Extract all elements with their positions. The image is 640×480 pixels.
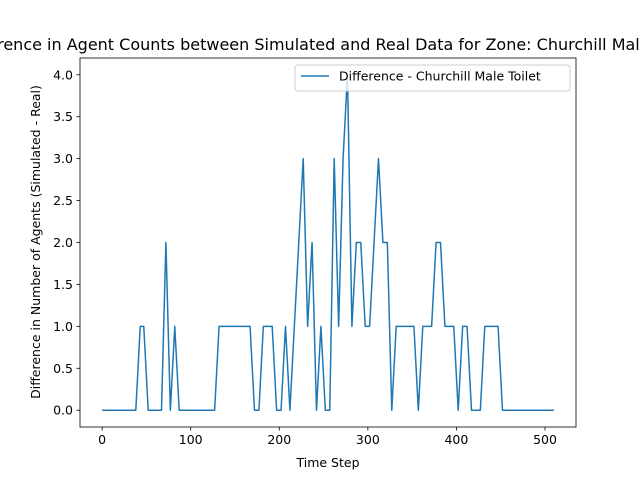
y-tick-label: 0.5 [53,361,73,376]
x-tick-label: 500 [533,432,557,447]
x-tick-label: 200 [267,432,291,447]
y-tick-label: 0.0 [53,403,73,418]
legend-label: Difference - Churchill Male Toilet [339,69,541,84]
y-tick-label: 2.0 [53,235,73,250]
axes-frame [79,57,577,428]
x-axis-label: Time Step [295,455,359,470]
y-tick-label: 3.5 [53,109,73,124]
y-tick-label: 1.5 [53,277,73,292]
y-tick-label: 1.0 [53,319,73,334]
legend: Difference - Churchill Male Toilet [294,64,571,92]
legend-box [294,64,571,92]
y-tick-label: 3.0 [53,151,73,166]
series-line-0 [102,74,554,411]
chart-title: Difference in Agent Counts between Simul… [0,35,640,54]
x-tick-label: 0 [98,432,106,447]
plot-area: 0 100 200 300 400 500 0.0 0.5 1.0 1.5 2.0 2.5 3.0 3.5… [53,57,577,447]
x-tick-label: 100 [179,432,203,447]
y-tick-label: 2.5 [53,193,73,208]
x-tick-label: 300 [356,432,380,447]
y-tick-label: 4.0 [53,67,73,82]
y-axis-label: Difference in Number of Agents (Simulate… [28,85,43,399]
x-tick-label: 400 [444,432,468,447]
